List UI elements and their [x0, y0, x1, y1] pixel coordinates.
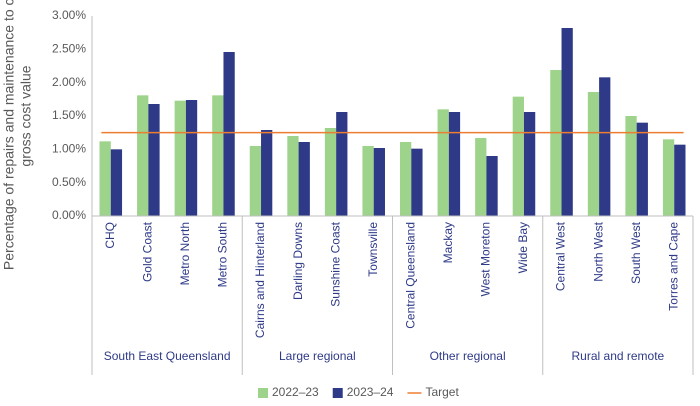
y-tick-label: 3.00%	[52, 8, 86, 22]
bar	[674, 144, 686, 216]
y-axis-title: gross cost value	[18, 65, 34, 166]
bar	[475, 138, 487, 216]
bar	[137, 95, 149, 216]
x-tick-label: Central Queensland	[403, 222, 417, 329]
y-tick-label: 2.50%	[52, 42, 86, 56]
legend-label: 2022–23	[272, 385, 319, 399]
bar	[99, 141, 111, 216]
bar	[636, 122, 648, 216]
x-tick-label: North West	[591, 221, 605, 281]
y-tick-label: 1.00%	[52, 142, 86, 156]
bar	[298, 142, 310, 216]
group-label: Other regional	[430, 349, 506, 363]
bar	[223, 52, 235, 216]
legend-label: Target	[425, 385, 459, 399]
bar	[561, 28, 573, 216]
legend-swatch	[332, 388, 343, 398]
x-tick-label: Mackay	[441, 222, 455, 263]
bar	[523, 112, 536, 216]
bar	[486, 156, 498, 216]
bar	[110, 149, 123, 216]
x-tick-label: Townsville	[366, 222, 380, 277]
x-tick-label: Cairns and Hinterland	[253, 222, 267, 338]
bar	[373, 148, 385, 216]
group-label: South East Queensland	[104, 349, 231, 363]
y-tick-label: 2.00%	[52, 75, 86, 89]
bar	[625, 116, 637, 216]
x-tick-label: Sunshine Coast	[328, 221, 342, 306]
x-tick-label: Metro South	[216, 222, 230, 287]
bar	[448, 112, 461, 216]
x-tick-label: Metro North	[178, 222, 192, 285]
x-tick-label: Darling Downs	[291, 222, 305, 300]
x-tick-label: Torres and Cape	[666, 222, 680, 311]
x-tick-label: West Moreton	[479, 222, 493, 296]
y-tick-label: 0.00%	[52, 208, 86, 222]
x-tick-label: Wide Bay	[516, 222, 530, 273]
bar	[261, 130, 273, 216]
bar	[185, 100, 198, 216]
group-label: Rural and remote	[572, 349, 665, 363]
x-tick-label: CHQ	[103, 222, 117, 249]
bar	[411, 148, 423, 216]
bar	[400, 142, 412, 216]
bar	[599, 77, 611, 216]
bar	[362, 146, 374, 216]
bar	[662, 139, 675, 216]
legend-swatch	[258, 388, 268, 398]
bar	[437, 109, 449, 216]
bar	[287, 136, 299, 216]
bar	[148, 104, 160, 216]
bar	[587, 92, 600, 216]
x-tick-label: Central West	[554, 221, 568, 291]
legend-label: 2023–24	[347, 385, 394, 399]
bar	[512, 96, 524, 216]
x-tick-label: South West	[629, 221, 643, 283]
y-tick-label: 1.50%	[52, 108, 86, 122]
y-axis-title: Percentage of repairs and maintenance to…	[1, 0, 17, 270]
bar	[324, 128, 337, 216]
y-tick-label: 0.50%	[52, 175, 86, 189]
group-label: Large regional	[279, 349, 356, 363]
bar	[550, 70, 562, 216]
x-tick-label: Gold Coast	[141, 221, 155, 282]
bar	[174, 100, 186, 216]
bar	[336, 112, 348, 216]
bar	[249, 146, 262, 216]
bar	[212, 95, 224, 216]
